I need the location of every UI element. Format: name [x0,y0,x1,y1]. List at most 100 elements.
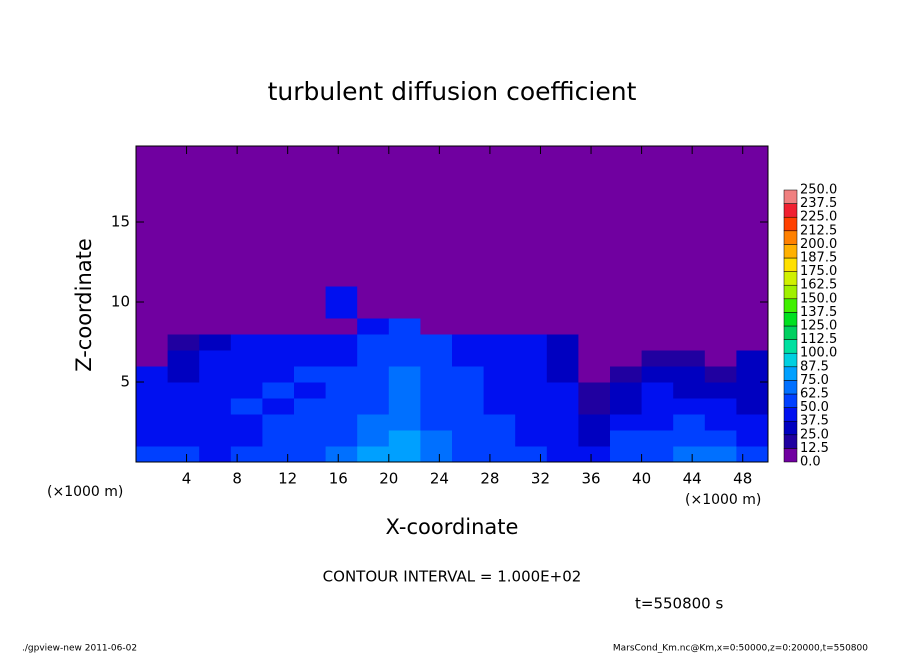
field-cell [325,382,358,399]
x-unit: (×1000 m) [47,484,123,500]
field-cell [357,446,390,463]
field-cell [420,430,453,447]
field-cell [357,430,390,447]
colorbar-swatch [783,448,798,463]
field-cell [452,286,485,319]
colorbar-swatch [783,284,798,300]
field-cell [578,318,611,335]
colorbar-swatch [783,420,798,436]
field-cell [673,286,706,319]
field-cell [736,146,769,287]
field-cell [357,318,390,335]
field-cell [420,446,453,463]
field-cell [704,366,737,383]
field-cell [357,414,390,431]
field-cell [294,350,327,367]
field-cell [452,414,485,431]
colorbar-label: 187.5 [800,251,837,266]
contour-note: CONTOUR INTERVAL = 1.000E+02 [323,568,582,586]
field-cell [420,398,453,415]
colorbar-swatch [783,380,798,395]
field-cell [420,414,453,431]
field-cell [546,414,579,431]
colorbar-label: 150.0 [800,291,837,306]
field-cell [641,430,674,447]
colorbar-label: 212.5 [800,223,837,238]
field-cell [483,350,516,367]
colorbar-label: 225.0 [800,210,837,225]
field-cell [736,318,769,335]
field-cell [641,446,674,463]
field-cell [325,398,358,415]
field-cell [483,334,516,351]
field-cell [167,382,200,399]
field-cell [546,430,579,447]
field-cell [546,318,579,335]
field-cell [546,146,579,287]
field-cell [388,350,421,367]
x-tick-label: 44 [683,470,702,488]
field-cell [546,398,579,415]
field-cell [167,398,200,415]
field-cell [325,334,358,351]
field-cell [167,350,200,367]
field-cell [230,366,263,383]
field-cell [325,350,358,367]
field-cell [388,398,421,415]
field-cell [199,366,232,383]
field-cell [167,146,200,287]
field-cell [515,286,548,319]
colorbar-label: 75.0 [800,373,829,388]
field-cell [388,446,421,463]
colorbar-swatch [783,230,798,245]
colorbar-label: 100.0 [800,346,837,361]
field-cell [452,334,485,351]
field-cell [578,334,611,351]
field-cell [294,334,327,351]
field-cell [230,350,263,367]
field-cell [704,382,737,399]
field-cell [388,414,421,431]
field-cell [578,430,611,447]
time-label: t=550800 s [635,595,723,613]
field-cell [167,446,200,463]
field-cell [515,146,548,287]
field-cell [483,382,516,399]
field-cell [420,382,453,399]
field-cell [736,446,769,463]
field-cell [546,286,579,319]
field-cell [230,334,263,351]
field-cell [262,446,295,463]
x-tick-label: 8 [232,470,242,488]
field-cell [167,286,200,319]
field-cell [262,146,295,287]
x-tick-label: 12 [278,470,297,488]
field-cell [294,286,327,319]
field-cell [515,366,548,383]
colorbar-label: 200.0 [800,237,837,252]
field-cell [610,446,643,463]
colorbar-label: 12.5 [800,441,829,456]
field-cell [357,398,390,415]
field-cell [641,318,674,335]
field-cell [136,146,169,287]
field-cell [136,366,169,383]
plot-frame [135,145,769,463]
field-cell [673,398,706,415]
colorbar-swatch [783,257,798,272]
field-cell [199,430,232,447]
field-cell [388,146,421,287]
field-cell [230,398,263,415]
field-cell [452,398,485,415]
field-cell [230,382,263,399]
field-cell [325,366,358,383]
field-cell [325,318,358,335]
field-cell [610,334,643,351]
field-cell [610,286,643,319]
field-cell [452,430,485,447]
colorbar-label: 87.5 [800,359,829,374]
field-cell [704,334,737,351]
field-cell [610,350,643,367]
field-cell [294,446,327,463]
field-cell [736,382,769,399]
